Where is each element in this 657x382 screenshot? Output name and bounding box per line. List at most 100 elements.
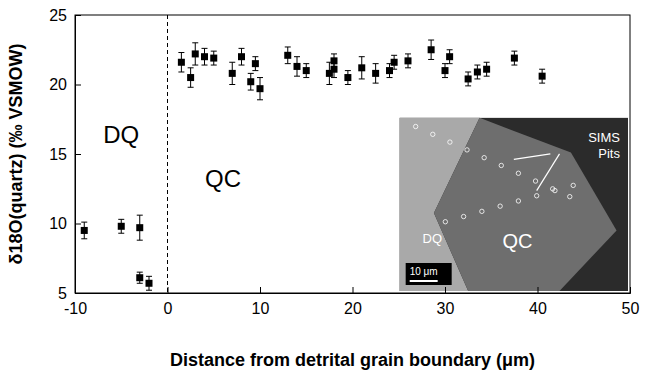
error-bar-cap	[447, 63, 453, 64]
inset-arrow	[514, 154, 551, 160]
inset-arrow	[537, 154, 560, 191]
error-bar-cap	[373, 63, 379, 64]
data-point	[229, 70, 236, 77]
sims-pit	[516, 171, 520, 175]
x-tick: 20	[344, 287, 362, 317]
error-bar	[257, 78, 263, 100]
sims-pit	[498, 204, 502, 208]
error-bar-cap	[192, 65, 198, 66]
error-bar	[474, 65, 480, 79]
error-bar	[188, 68, 194, 87]
error-bar-cap	[428, 40, 434, 41]
sims-pit	[516, 199, 520, 203]
error-bar-cap	[137, 283, 143, 284]
y-tick-mark	[75, 293, 81, 294]
inset: DQQCSIMSPits10 μm	[400, 118, 628, 291]
x-tick: 40	[529, 287, 547, 317]
data-point	[294, 63, 301, 70]
sims-pit	[571, 183, 575, 187]
x-axis-line	[76, 287, 631, 294]
error-bar-cap	[474, 78, 480, 79]
error-bar	[326, 62, 332, 84]
data-point	[344, 74, 351, 81]
error-bar-cap	[303, 77, 309, 78]
error-bar-cap	[118, 219, 124, 220]
data-point	[238, 53, 245, 60]
error-bar-cap	[188, 87, 194, 88]
error-bar-cap	[211, 51, 217, 52]
error-bar-cap	[405, 53, 411, 54]
sims-pit	[413, 124, 417, 128]
error-bar-cap	[387, 77, 393, 78]
y-tick-label: 25	[49, 7, 67, 24]
error-bar-cap	[118, 233, 124, 234]
error-bar	[81, 222, 87, 239]
error-bar	[373, 64, 379, 83]
x-tick-mark	[168, 287, 169, 293]
error-bar-cap	[178, 52, 184, 53]
data-point	[247, 78, 254, 85]
y-tick-mark	[75, 154, 81, 155]
error-bar	[345, 71, 351, 85]
error-bar-cap	[81, 238, 87, 239]
error-bar	[442, 64, 448, 78]
x-tick-mark	[630, 287, 631, 293]
sims-pit	[553, 188, 557, 192]
x-tick-mark	[445, 287, 446, 293]
data-point	[474, 68, 481, 75]
error-bar-cap	[252, 70, 258, 71]
error-bar-cap	[294, 56, 300, 57]
error-bar	[465, 72, 471, 86]
error-bar	[511, 51, 517, 65]
error-bar-cap	[252, 56, 258, 57]
sims-pit	[533, 179, 537, 183]
sims-pit	[568, 194, 572, 198]
error-bar-cap	[202, 48, 208, 49]
inset-background	[400, 118, 628, 291]
data-point	[201, 53, 208, 60]
error-bar-cap	[465, 71, 471, 72]
error-bar-cap	[137, 240, 143, 241]
y-tick: 15	[49, 146, 81, 163]
error-bar-cap	[137, 215, 143, 216]
y-tick-label: 5	[58, 285, 67, 302]
boundary-line	[167, 15, 168, 293]
y-axis-line	[76, 16, 82, 294]
data-point	[81, 227, 88, 234]
data-point	[178, 59, 185, 66]
error-bar-cap	[248, 73, 254, 74]
error-bar	[303, 64, 309, 78]
sims-pit	[482, 155, 486, 159]
x-tick-label: -10	[64, 300, 87, 317]
data-point	[136, 274, 143, 281]
error-bar-cap	[511, 65, 517, 66]
data-point	[386, 67, 393, 74]
error-bar-cap	[484, 62, 490, 63]
x-tick-mark	[538, 287, 539, 293]
data-point	[428, 46, 435, 53]
data-point	[192, 50, 199, 57]
error-bar	[211, 51, 217, 65]
data-point	[146, 280, 153, 287]
y-tick: 25	[49, 7, 81, 24]
marks	[81, 40, 546, 290]
error-bar-cap	[257, 99, 263, 100]
error-bar-cap	[229, 62, 235, 63]
sims-pit	[465, 148, 469, 152]
error-bar-cap	[294, 76, 300, 77]
x-axis: -1001020304050	[64, 287, 640, 317]
error-bar-cap	[484, 76, 490, 77]
error-bar	[285, 47, 291, 64]
error-bar-cap	[373, 83, 379, 84]
data-point	[257, 85, 264, 92]
data-point	[210, 55, 217, 62]
error-bar-cap	[359, 56, 365, 57]
data-point	[136, 224, 143, 231]
error-bar-cap	[146, 276, 152, 277]
x-tick: 30	[437, 287, 455, 317]
error-bar	[248, 73, 254, 90]
error-bar-cap	[188, 67, 194, 68]
data-point	[303, 67, 310, 74]
y-tick-mark	[75, 85, 81, 86]
error-bar	[202, 48, 208, 65]
